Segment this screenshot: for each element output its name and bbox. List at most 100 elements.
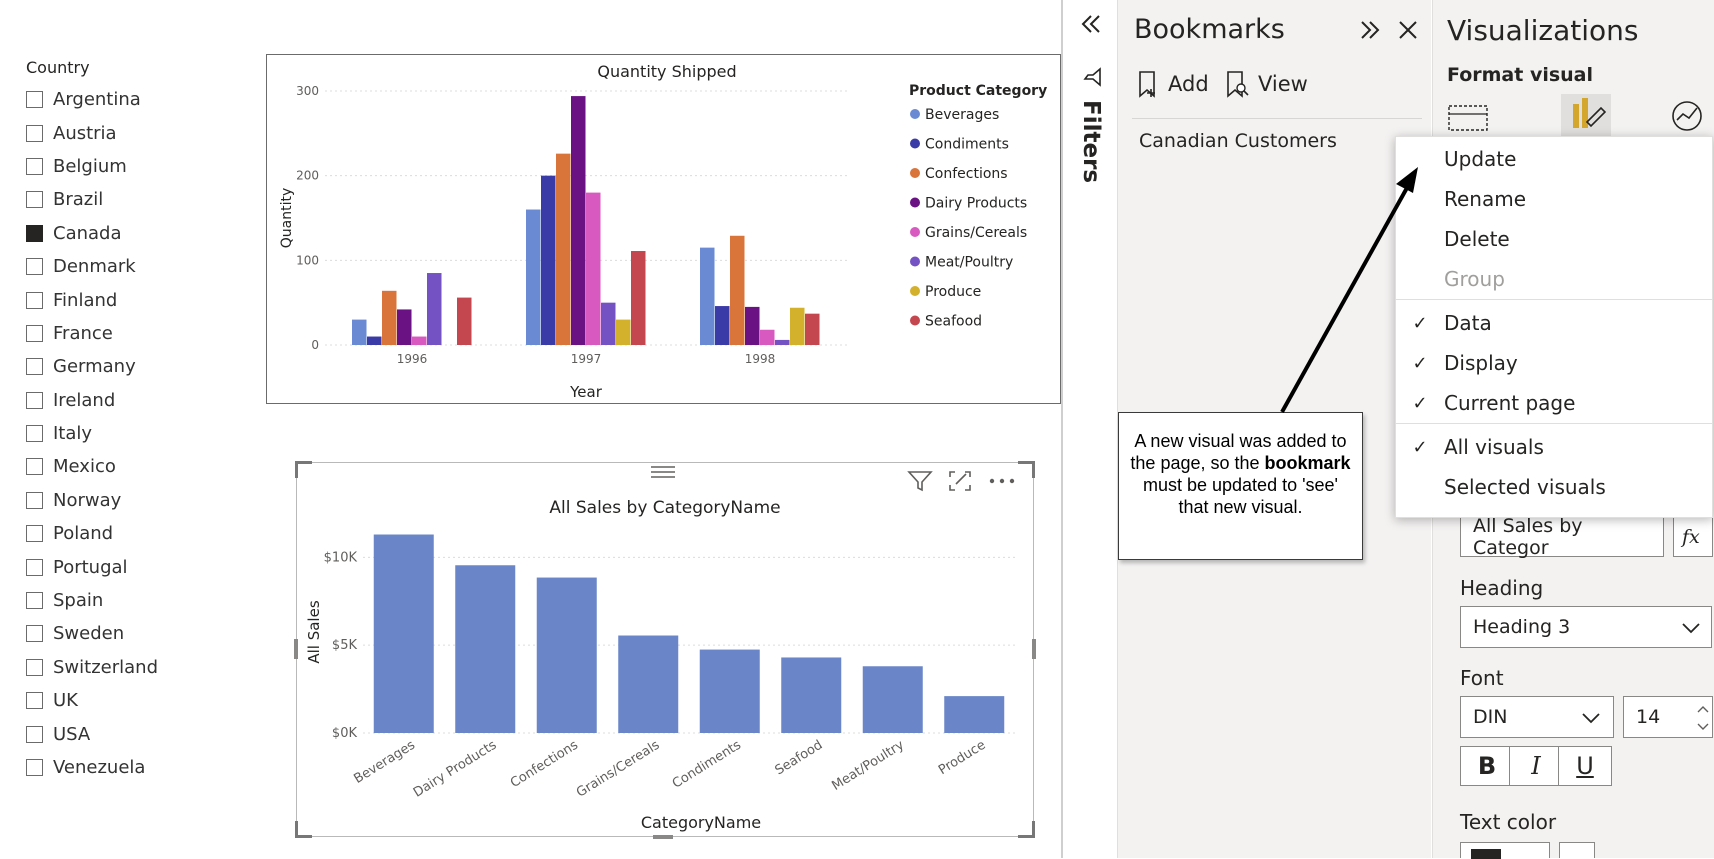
bar[interactable] (571, 96, 586, 345)
filters-label[interactable]: Filters (1078, 100, 1104, 184)
resize-handle-bottom[interactable] (653, 835, 673, 839)
menu-item[interactable]: Selected visuals (1396, 467, 1712, 507)
bar[interactable] (790, 307, 805, 345)
slicer-item[interactable]: Poland (26, 517, 196, 550)
bar[interactable] (556, 153, 571, 345)
slicer-item[interactable]: UK (26, 684, 196, 717)
slicer-item[interactable]: USA (26, 717, 196, 750)
legend-item[interactable]: Dairy Products (925, 196, 1027, 212)
slicer-checkbox[interactable] (26, 124, 43, 142)
bar[interactable] (631, 251, 646, 345)
bar[interactable] (541, 175, 556, 345)
legend-item[interactable]: Confections (925, 166, 1008, 182)
heading-dropdown[interactable]: Heading 3 (1460, 606, 1712, 648)
bar[interactable] (618, 635, 679, 733)
slicer-item[interactable]: Austria (26, 116, 196, 149)
legend-item[interactable]: Produce (925, 284, 981, 300)
format-visual-icon[interactable] (1561, 94, 1611, 136)
bar[interactable] (455, 565, 516, 733)
slicer-checkbox[interactable] (26, 759, 43, 776)
menu-item[interactable]: ✓ Data (1396, 303, 1712, 343)
legend-item[interactable]: Condiments (925, 137, 1009, 153)
bar[interactable] (775, 339, 790, 345)
close-pane-icon[interactable] (1396, 18, 1420, 42)
more-options-icon[interactable] (987, 469, 1017, 493)
bar[interactable] (536, 577, 597, 733)
slicer-item[interactable]: Ireland (26, 384, 196, 417)
bar[interactable] (382, 290, 397, 345)
menu-item[interactable]: Update (1396, 139, 1712, 179)
bar[interactable] (944, 696, 1005, 733)
slicer-checkbox[interactable] (26, 558, 43, 576)
legend-item[interactable]: Meat/Poultry (925, 255, 1013, 271)
bar[interactable] (781, 657, 842, 733)
slicer-item[interactable]: Brazil (26, 183, 196, 216)
resize-handle-right[interactable] (1032, 639, 1036, 659)
bar[interactable] (699, 649, 760, 733)
drag-grip-icon[interactable] (649, 463, 677, 479)
resize-handle-br[interactable] (1018, 821, 1035, 838)
slicer-checkbox[interactable] (26, 324, 43, 342)
slicer-item[interactable]: Canada (26, 217, 196, 250)
resize-handle-left[interactable] (294, 639, 298, 659)
slicer-checkbox[interactable] (26, 725, 43, 743)
font-size-stepper[interactable]: 14 (1623, 696, 1713, 738)
slicer-checkbox[interactable] (26, 592, 43, 610)
expand-pane-icon[interactable] (1358, 18, 1382, 42)
analytics-icon[interactable] (1669, 96, 1709, 134)
bar[interactable] (730, 235, 745, 345)
add-bookmark-button[interactable]: Add (1136, 70, 1209, 98)
slicer-item[interactable]: Spain (26, 584, 196, 617)
build-visual-icon[interactable] (1447, 100, 1491, 134)
bar[interactable] (457, 297, 472, 345)
collapse-filters-icon[interactable] (1079, 12, 1103, 36)
slicer-checkbox[interactable] (26, 191, 43, 209)
slicer-item[interactable]: Mexico (26, 450, 196, 483)
title-text-input[interactable]: All Sales by Categor (1460, 515, 1664, 559)
slicer-checkbox[interactable] (26, 224, 43, 242)
filter-icon[interactable] (907, 469, 933, 493)
bar[interactable] (397, 309, 412, 345)
font-family-dropdown[interactable]: DIN (1460, 696, 1614, 738)
quantity-shipped-chart[interactable]: Quantity Shipped 0 100 200 300 Quantity Year 19… (266, 54, 1061, 404)
legend-item[interactable]: Grains/Cereals (925, 225, 1027, 241)
slicer-item[interactable]: Italy (26, 417, 196, 450)
slicer-checkbox[interactable] (26, 658, 43, 676)
slicer-checkbox[interactable] (26, 291, 43, 309)
slicer-checkbox[interactable] (26, 258, 43, 276)
bar[interactable] (352, 319, 367, 345)
menu-item[interactable]: ✓ Current page (1396, 383, 1712, 423)
bar[interactable] (526, 209, 541, 345)
title-fx-button[interactable]: fx (1673, 517, 1713, 557)
bar[interactable] (862, 666, 923, 733)
slicer-item[interactable]: France (26, 317, 196, 350)
focus-mode-icon[interactable] (947, 469, 973, 493)
menu-item[interactable]: ✓ Display (1396, 343, 1712, 383)
slicer-checkbox[interactable] (26, 491, 43, 509)
bar[interactable] (586, 192, 601, 345)
slicer-item[interactable]: Sweden (26, 617, 196, 650)
resize-handle-tl[interactable] (295, 461, 312, 478)
legend-item[interactable]: Seafood (925, 314, 982, 330)
slicer-item[interactable]: Portugal (26, 550, 196, 583)
bar[interactable] (760, 329, 775, 345)
slicer-item[interactable]: Argentina (26, 83, 196, 116)
slicer-item[interactable]: Venezuela (26, 751, 196, 784)
slicer-checkbox[interactable] (26, 692, 43, 710)
bar[interactable] (715, 306, 730, 345)
slicer-checkbox[interactable] (26, 358, 43, 376)
menu-item[interactable]: Rename (1396, 179, 1712, 219)
slicer-checkbox[interactable] (26, 525, 43, 543)
menu-item[interactable]: ✓ All visuals (1396, 427, 1712, 467)
slicer-item[interactable]: Belgium (26, 150, 196, 183)
bar[interactable] (427, 273, 442, 345)
bar[interactable] (805, 313, 820, 345)
slicer-item[interactable]: Denmark (26, 250, 196, 283)
text-color-swatch[interactable] (1460, 842, 1550, 859)
slicer-checkbox[interactable] (26, 391, 43, 409)
slicer-checkbox[interactable] (26, 625, 43, 643)
bar[interactable] (412, 336, 427, 345)
slicer-checkbox[interactable] (26, 458, 43, 476)
slicer-checkbox[interactable] (26, 91, 43, 109)
slicer-checkbox[interactable] (26, 157, 43, 175)
